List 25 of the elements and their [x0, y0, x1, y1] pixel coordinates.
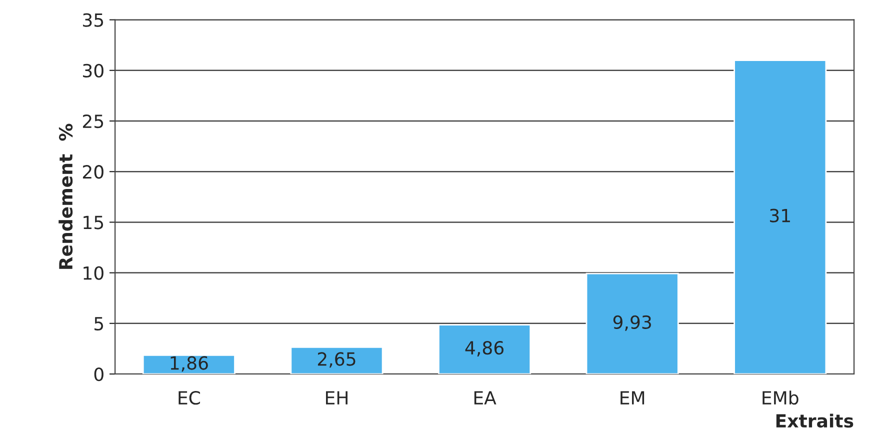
data-label: 9,93 — [613, 315, 651, 331]
y-tick-label: 0 — [94, 367, 104, 382]
y-axis-title: Rendement % — [58, 124, 73, 269]
y-tick-label: 25 — [82, 114, 104, 128]
x-tick-label: EC — [178, 390, 200, 405]
data-label: 4,86 — [465, 340, 504, 356]
bar — [142, 354, 236, 374]
y-tick-label: 10 — [84, 266, 104, 280]
y-tick-label: 15 — [84, 216, 104, 230]
y-tick-label: 20 — [82, 165, 104, 179]
x-axis-title: Extraits — [776, 414, 854, 428]
x-tick-label: EH — [326, 391, 348, 404]
bar — [586, 272, 679, 374]
x-tick-label: EA — [474, 391, 496, 404]
x-tick-label: EMb — [762, 390, 798, 405]
y-tick-label: 35 — [83, 13, 104, 27]
bar — [438, 324, 532, 374]
y-tick-label: 30 — [83, 64, 104, 78]
bar — [734, 60, 827, 374]
data-label: 31 — [770, 208, 790, 222]
data-label: 2,65 — [318, 352, 356, 368]
y-tick-label: 5 — [94, 317, 104, 331]
x-tick-label: EM — [620, 391, 644, 404]
bar — [290, 346, 384, 374]
data-label: 1,86 — [170, 356, 208, 372]
